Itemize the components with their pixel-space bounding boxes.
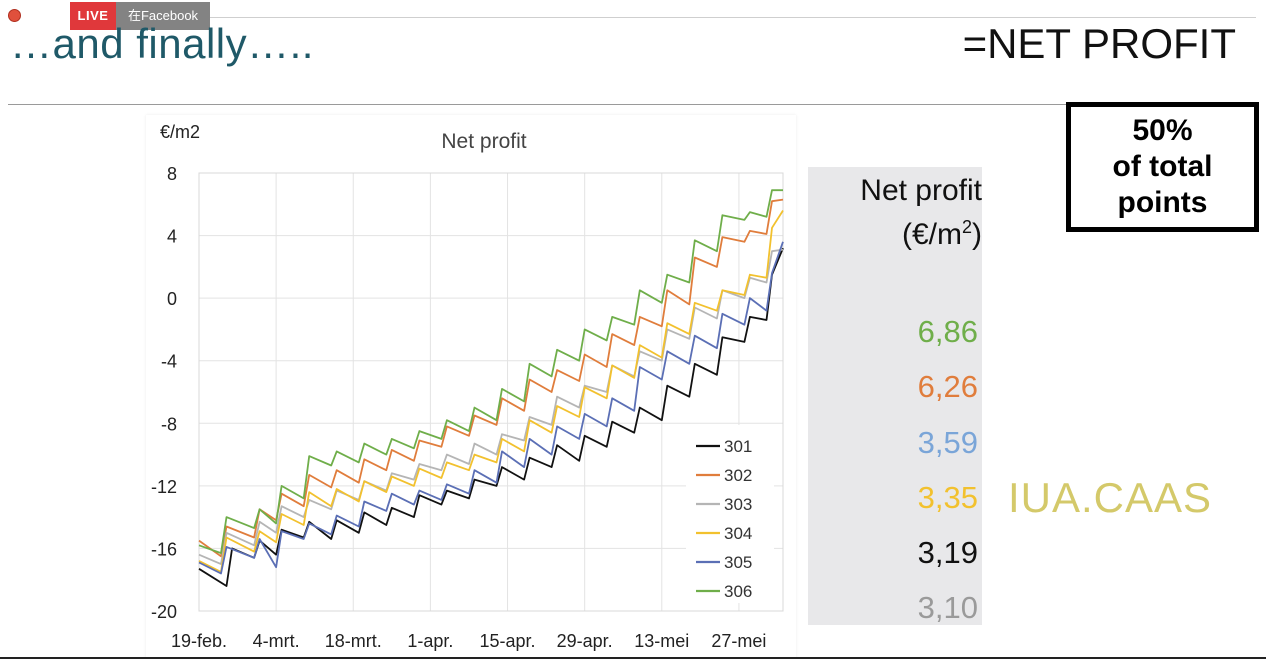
facebook-label[interactable]: 在Facebook: [116, 2, 210, 30]
live-badge[interactable]: LIVE: [70, 2, 116, 30]
live-stream-bar: LIVE 在Facebook: [0, 0, 212, 32]
legend-label: 303: [724, 495, 752, 514]
y-tick-label: -16: [151, 539, 177, 559]
table-header-line1: Net profit: [860, 174, 982, 207]
plot-frame: [198, 172, 784, 612]
y-tick-label: -20: [151, 602, 177, 622]
points-line2: of total: [1112, 150, 1213, 183]
x-tick-label: 4-mrt.: [253, 631, 300, 651]
legend-label: 304: [724, 524, 752, 543]
bottom-edge: [0, 657, 1266, 659]
x-tick-label: 13-mei: [634, 631, 689, 651]
blank-patch: [1000, 367, 1114, 429]
x-tick-label: 18-mrt.: [325, 631, 382, 651]
chart-grid: [198, 172, 784, 612]
table-value: 6,26: [917, 369, 978, 404]
chart-series: [198, 189, 784, 587]
y-tick-label: 0: [167, 289, 177, 309]
x-tick-labels: 19-feb. 4-mrt. 18-mrt. 1-apr. 15-apr. 29-apr.…: [171, 631, 766, 651]
y-tick-label: -8: [161, 414, 177, 434]
title-divider: [8, 104, 1258, 105]
slide-heading: =NET PROFIT: [962, 20, 1236, 67]
chart-legend: 301 302 303 304 305 306: [686, 425, 774, 603]
series-line-302: [198, 198, 784, 558]
legend-label: 301: [724, 437, 752, 456]
table-header-close: ): [972, 218, 982, 251]
legend-box: [686, 425, 774, 603]
table-value: 3,19: [917, 535, 978, 570]
table-header-sup: 2: [961, 217, 972, 237]
table-header-unit: (€/m: [901, 218, 962, 251]
x-tick-label: 15-apr.: [480, 631, 536, 651]
table-value: 3,35: [917, 480, 978, 515]
top-divider: [210, 17, 1256, 18]
points-callout: 50% of total points: [1066, 102, 1259, 232]
table-value: 6,86: [917, 314, 978, 349]
record-dot-icon: [8, 9, 21, 22]
y-tick-label: 4: [167, 227, 177, 247]
table-header: Net profit (€/m2): [860, 173, 982, 253]
y-tick-label: -12: [151, 477, 177, 497]
x-tick-label: 1-apr.: [407, 631, 453, 651]
table-value: 3,10: [917, 590, 978, 625]
table-value: 3,59: [917, 425, 978, 460]
watermark: IUA.CAAS: [1008, 474, 1213, 521]
legend-label: 305: [724, 553, 752, 572]
points-line1: 50%: [1132, 114, 1193, 147]
x-tick-label: 19-feb.: [171, 631, 227, 651]
series-line-306: [198, 189, 783, 555]
y-tick-labels: 8 4 0 -4 -8 -12 -16 -20: [151, 164, 177, 622]
x-tick-label: 29-apr.: [557, 631, 613, 651]
slide-title: …and finally…..: [10, 20, 314, 67]
net-profit-table: Net profit (€/m2) 6,86 6,26 3,59 3,35 3,…: [808, 167, 982, 625]
series-line-304: [198, 210, 784, 573]
y-tick-label: -4: [161, 352, 177, 372]
legend-label: 302: [724, 466, 752, 485]
series-line-305: [198, 241, 784, 575]
legend-label: 306: [724, 582, 752, 601]
y-tick-label: 8: [167, 164, 177, 184]
chart-y-label: €/m2: [160, 122, 200, 142]
net-profit-chart: Net profit €/m2 8 4 0 -4 -8 -12 -16 -20 19-feb.…: [151, 122, 784, 651]
x-tick-label: 27-mei: [711, 631, 766, 651]
chart-title: Net profit: [441, 130, 526, 153]
points-line3: points: [1117, 186, 1208, 219]
